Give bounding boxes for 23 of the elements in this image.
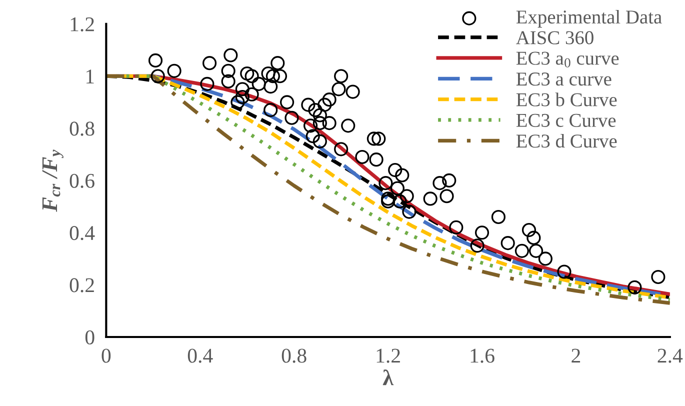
- x-tick-label: 2: [572, 348, 580, 363]
- x-tick-label: 1.2: [376, 348, 400, 363]
- x-tick-label: 0: [102, 348, 111, 363]
- x-tick-label: 0.4: [188, 348, 213, 363]
- legend-label: EC3 c Curve: [516, 114, 616, 127]
- legend-label: EC3 a curve: [516, 72, 612, 86]
- y-tick-label: 0.2: [70, 278, 94, 292]
- y-tick-label: 0.6: [70, 174, 94, 188]
- legend-label: EC3 d Curve: [516, 134, 617, 148]
- y-tick-label: 0.4: [70, 226, 95, 240]
- y-tick-label: 1.2: [70, 17, 94, 32]
- x-tick-label: 1.6: [470, 348, 494, 363]
- y-axis-title: F$_{cr}$ /F$_{y}$: [42, 150, 64, 212]
- x-tick-label: 2.4: [658, 348, 683, 363]
- y-tick-label: 0: [85, 330, 94, 344]
- legend-label: AISC 360: [516, 31, 594, 44]
- legend-label: EC3 a$_{0}$ curve: [516, 52, 619, 68]
- y-tick-label: 0.8: [70, 122, 94, 136]
- x-tick-label: 0.8: [282, 348, 306, 363]
- legend-label: EC3 b Curve: [516, 92, 617, 106]
- legend-label: Experimental Data: [516, 10, 662, 28]
- y-tick-label: 1: [86, 70, 94, 84]
- x-axis-title: λ: [382, 370, 394, 386]
